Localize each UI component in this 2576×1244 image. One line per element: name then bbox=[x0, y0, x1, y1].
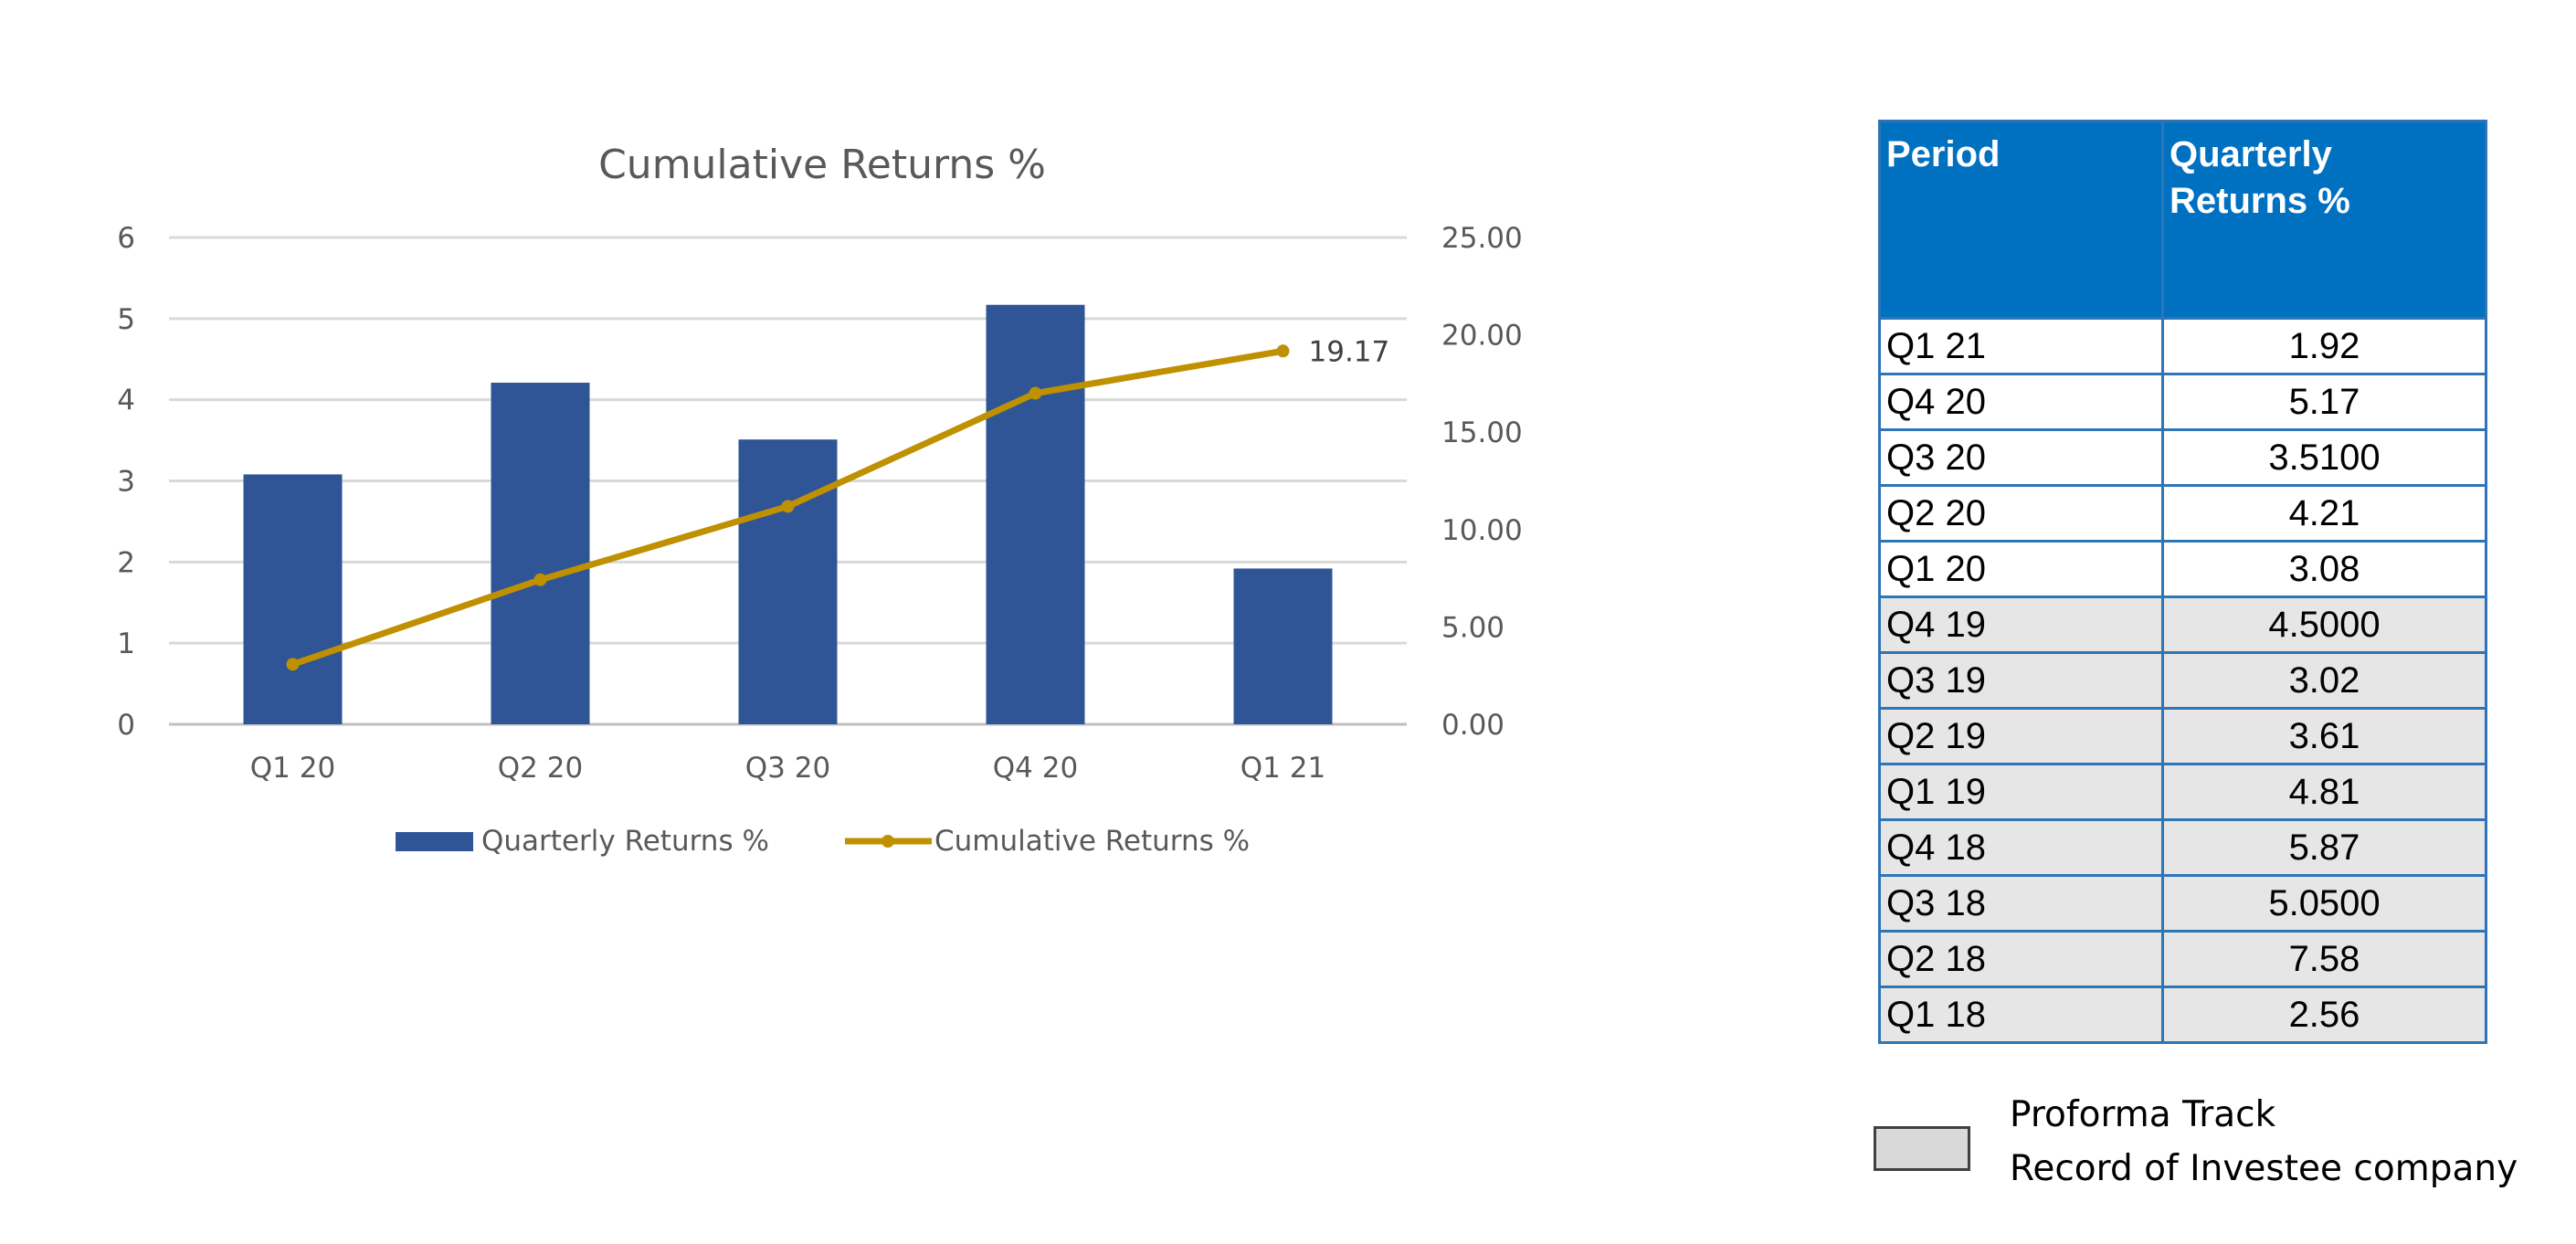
legend-label-line: Cumulative Returns % bbox=[934, 825, 1250, 858]
left-axis-tick-label: 4 bbox=[117, 385, 135, 417]
return-value-cell: 5.17 bbox=[2161, 373, 2487, 431]
right-axis-tick-label: 20.00 bbox=[1441, 320, 1523, 353]
table-row: Q3 19 3.02 bbox=[1878, 651, 2487, 710]
period-cell: Q1 20 bbox=[1878, 540, 2164, 598]
left-axis-tick-label: 0 bbox=[117, 709, 135, 742]
left-axis-tick-label: 3 bbox=[117, 466, 135, 499]
period-cell: Q4 19 bbox=[1878, 596, 2164, 654]
return-value-cell: 4.81 bbox=[2161, 763, 2487, 821]
line-point bbox=[1029, 386, 1042, 400]
legend-swatch-bar bbox=[396, 832, 473, 851]
x-axis-tick-label: Q1 20 bbox=[250, 752, 335, 785]
returns-table: Period Quarterly Returns % Q1 21 1.92 Q4 2… bbox=[1878, 120, 2487, 1044]
right-axis-ticks: 0.00 5.00 10.00 15.00 20.00 25.00 bbox=[1441, 222, 1523, 742]
bar-series bbox=[243, 304, 1333, 724]
table-row: Q3 20 3.5100 bbox=[1878, 428, 2487, 487]
bar bbox=[1233, 568, 1333, 724]
left-axis-tick-label: 1 bbox=[117, 627, 135, 660]
table-body: Q1 21 1.92 Q4 20 5.17 Q3 20 3.5100 Q2 20 4.21 Q1… bbox=[1878, 317, 2487, 1044]
right-axis-tick-label: 15.00 bbox=[1441, 416, 1523, 449]
period-cell: Q3 20 bbox=[1878, 428, 2164, 487]
x-axis-ticks: Q1 20 Q2 20 Q3 20 Q4 20 Q1 21 bbox=[250, 752, 1325, 785]
table-row: Q4 18 5.87 bbox=[1878, 818, 2487, 877]
left-axis-tick-label: 6 bbox=[117, 222, 135, 255]
return-value-cell: 5.0500 bbox=[2161, 874, 2487, 933]
left-axis-tick-label: 2 bbox=[117, 546, 135, 579]
bar bbox=[986, 304, 1085, 724]
legend-swatch-marker bbox=[882, 835, 894, 848]
data-label: 19.17 bbox=[1309, 335, 1390, 368]
header-quarterly-returns: Quarterly Returns % bbox=[2161, 120, 2487, 320]
proforma-legend-swatch bbox=[1874, 1126, 1970, 1171]
table-row: Q2 19 3.61 bbox=[1878, 707, 2487, 765]
chart-legend: Quarterly Returns % Cumulative Returns % bbox=[396, 825, 1250, 858]
table-row: Q4 19 4.5000 bbox=[1878, 596, 2487, 654]
return-value-cell: 3.08 bbox=[2161, 540, 2487, 598]
return-value-cell: 3.02 bbox=[2161, 651, 2487, 710]
left-axis-tick-label: 5 bbox=[117, 303, 135, 336]
period-cell: Q4 20 bbox=[1878, 373, 2164, 431]
bar bbox=[243, 474, 343, 724]
period-cell: Q1 19 bbox=[1878, 763, 2164, 821]
line-point bbox=[533, 573, 547, 586]
data-labels: 19.17 bbox=[1309, 335, 1390, 368]
period-cell: Q4 18 bbox=[1878, 818, 2164, 877]
period-cell: Q2 20 bbox=[1878, 484, 2164, 543]
proforma-note-line2: Record of Investee company bbox=[2010, 1148, 2518, 1189]
x-axis-tick-label: Q2 20 bbox=[498, 752, 583, 785]
table-row: Q1 20 3.08 bbox=[1878, 540, 2487, 598]
right-axis-tick-label: 5.00 bbox=[1441, 611, 1504, 644]
bar bbox=[491, 383, 590, 724]
return-value-cell: 1.92 bbox=[2161, 317, 2487, 375]
period-cell: Q3 18 bbox=[1878, 874, 2164, 933]
return-value-cell: 2.56 bbox=[2161, 986, 2487, 1044]
legend-label-bar: Quarterly Returns % bbox=[481, 825, 769, 858]
table-row: Q1 18 2.56 bbox=[1878, 986, 2487, 1044]
return-value-cell: 5.87 bbox=[2161, 818, 2487, 877]
table-row: Q4 20 5.17 bbox=[1878, 373, 2487, 431]
table-row: Q1 21 1.92 bbox=[1878, 317, 2487, 375]
table-row: Q2 20 4.21 bbox=[1878, 484, 2487, 543]
return-value-cell: 7.58 bbox=[2161, 930, 2487, 988]
period-cell: Q1 21 bbox=[1878, 317, 2164, 375]
chart-title: Cumulative Returns % bbox=[598, 142, 1046, 188]
x-axis-tick-label: Q4 20 bbox=[993, 752, 1078, 785]
period-cell: Q3 19 bbox=[1878, 651, 2164, 710]
right-axis-tick-label: 25.00 bbox=[1441, 222, 1523, 255]
period-cell: Q1 18 bbox=[1878, 986, 2164, 1044]
table-row: Q3 18 5.0500 bbox=[1878, 874, 2487, 933]
line-series bbox=[286, 344, 1290, 671]
x-axis-tick-label: Q1 21 bbox=[1240, 752, 1325, 785]
line-point bbox=[286, 658, 300, 671]
bar bbox=[738, 439, 838, 724]
left-axis-ticks: 0 1 2 3 4 5 6 bbox=[117, 222, 135, 742]
combo-chart: Cumulative Returns % 0 1 2 3 4 5 6 0.00 5.00 10.… bbox=[117, 142, 1523, 858]
return-value-cell: 4.5000 bbox=[2161, 596, 2487, 654]
table-header-row: Period Quarterly Returns % bbox=[1878, 120, 2487, 320]
right-axis-tick-label: 0.00 bbox=[1441, 709, 1504, 742]
period-cell: Q2 18 bbox=[1878, 930, 2164, 988]
table-row: Q2 18 7.58 bbox=[1878, 930, 2487, 988]
return-value-cell: 4.21 bbox=[2161, 484, 2487, 543]
return-value-cell: 3.5100 bbox=[2161, 428, 2487, 487]
header-period: Period bbox=[1878, 120, 2164, 320]
period-cell: Q2 19 bbox=[1878, 707, 2164, 765]
right-axis-tick-label: 10.00 bbox=[1441, 514, 1523, 547]
x-axis-tick-label: Q3 20 bbox=[745, 752, 830, 785]
line-point bbox=[1276, 344, 1290, 358]
return-value-cell: 3.61 bbox=[2161, 707, 2487, 765]
table-row: Q1 19 4.81 bbox=[1878, 763, 2487, 821]
line-point bbox=[781, 500, 795, 513]
proforma-note-line1: Proforma Track bbox=[2010, 1094, 2276, 1135]
